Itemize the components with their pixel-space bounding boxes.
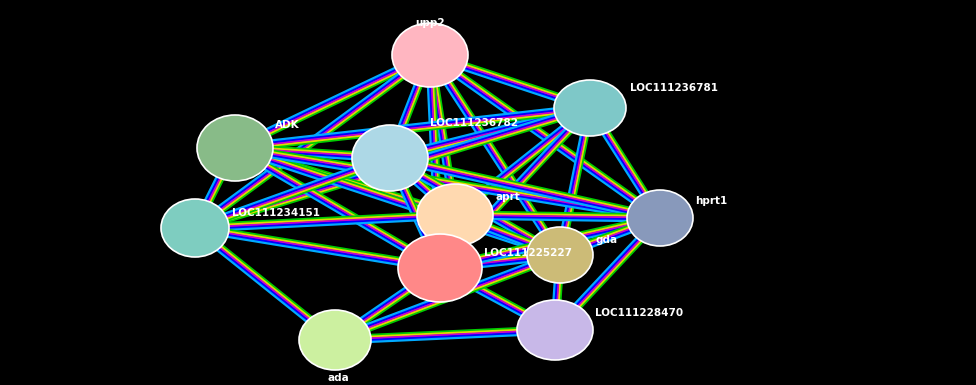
- Text: LOC111236782: LOC111236782: [430, 118, 518, 128]
- Text: aprt: aprt: [495, 192, 520, 202]
- Text: ADK: ADK: [275, 120, 300, 130]
- Ellipse shape: [417, 184, 493, 246]
- Ellipse shape: [161, 199, 229, 257]
- Text: LOC111228470: LOC111228470: [595, 308, 683, 318]
- Text: gda: gda: [595, 235, 617, 245]
- Text: LOC111225227: LOC111225227: [484, 248, 572, 258]
- Ellipse shape: [527, 227, 593, 283]
- Ellipse shape: [627, 190, 693, 246]
- Text: LOC111236781: LOC111236781: [630, 83, 718, 93]
- Text: upp2: upp2: [415, 18, 445, 28]
- Ellipse shape: [517, 300, 593, 360]
- Text: hprt1: hprt1: [695, 196, 727, 206]
- Ellipse shape: [392, 23, 468, 87]
- Ellipse shape: [352, 125, 428, 191]
- Text: LOC111234151: LOC111234151: [232, 208, 320, 218]
- Ellipse shape: [299, 310, 371, 370]
- Ellipse shape: [197, 115, 273, 181]
- Text: ada: ada: [327, 373, 348, 383]
- Ellipse shape: [398, 234, 482, 302]
- Ellipse shape: [554, 80, 626, 136]
